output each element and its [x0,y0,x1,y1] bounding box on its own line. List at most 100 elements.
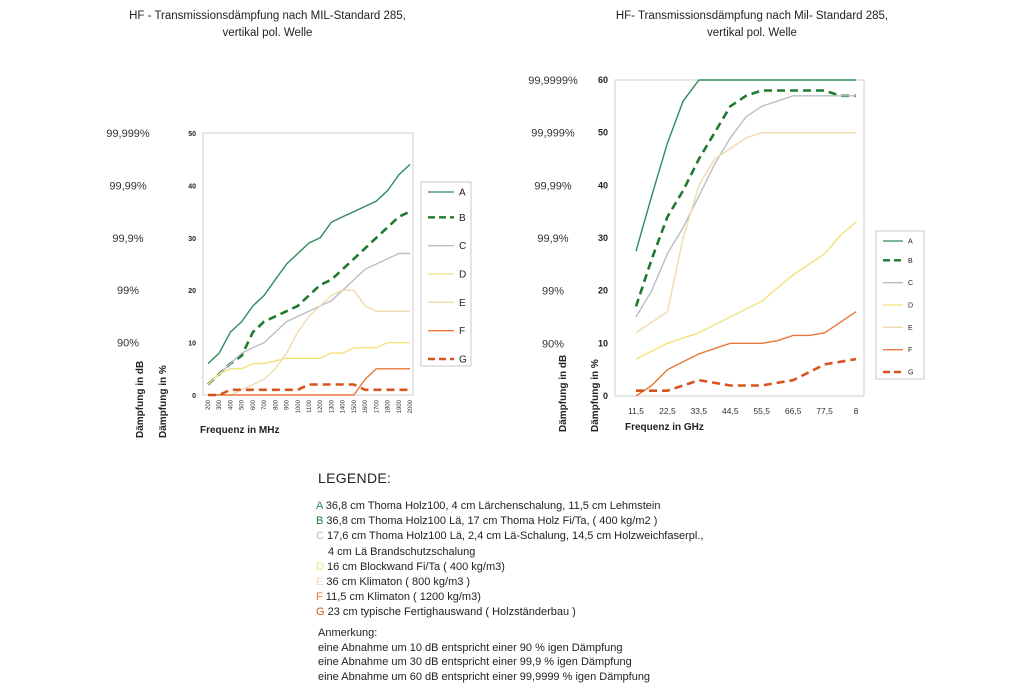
legend-label-g: G [459,355,467,366]
x-tick-label: 600 [251,399,257,410]
legend-code: G [316,606,325,619]
series-line-f [208,368,410,396]
series-line-c [207,252,410,386]
x-axis-title: Frequenz in GHz [625,422,704,433]
legend-entry-d: D 16 cm Blockwand Fi/Ta ( 400 kg/m3) [316,560,703,575]
x-tick-label: 1200 [318,399,324,413]
legend-label-a: A [908,239,913,246]
y-tick-label: 50 [188,131,196,138]
x-tick-label: 1900 [397,399,403,413]
legend-label-e: E [459,298,466,309]
percent-tick-label: 99% [117,285,139,297]
series-line-g [208,383,410,397]
legend-label-c: C [908,280,913,287]
series-line-e [208,289,410,396]
percent-tick-label: 90% [117,338,139,350]
legend-label-b: B [908,258,913,265]
legend-text: 36 cm Klimaton ( 800 kg/m3 ) [323,576,471,589]
right-title-line2: vertikal pol. Welle [707,27,797,39]
x-tick-label: 8 [854,406,859,416]
x-tick-label: 200 [206,399,212,410]
legend-label-a: A [459,188,466,199]
x-tick-label: 1500 [352,399,358,413]
series-line-d [207,341,410,386]
legend-text: 17,6 cm Thoma Holz100 Lä, 2,4 cm Lä-Scha… [323,530,704,543]
x-tick-label: 1600 [363,399,369,413]
legend-label-g: G [908,370,913,377]
series-line-b [634,89,856,307]
x-tick-label: 300 [217,399,223,410]
legend-code: A [316,500,323,512]
legend-label-f: F [908,347,912,354]
legend-entry-c: C 17,6 cm Thoma Holz100 Lä, 2,4 cm Lä-Sc… [316,529,703,544]
percent-tick-label: 99% [542,286,564,298]
x-tick-label: 2000 [408,399,414,413]
y-tick-label: 0 [192,393,196,400]
x-tick-label: 1100 [307,399,313,413]
x-axis-title: Frequenz in MHz [200,425,279,436]
legend-label-b: B [459,213,466,224]
legend-entry-continuation: 4 cm Lä Brandschutzschalung [328,545,476,558]
legend-entry-g: G 23 cm typische Fertighauswand ( Holzst… [316,605,703,620]
percent-tick-label: 99,9% [537,233,568,245]
legend-text: 11,5 cm Klimaton ( 1200 kg/m3) [322,591,481,604]
legend-label-e: E [908,325,913,332]
x-tick-label: 800 [273,399,279,410]
legend-label-d: D [908,303,913,310]
x-tick-label: 22,5 [659,406,676,416]
legend-label-d: D [459,270,466,281]
x-tick-label: 1300 [329,399,335,413]
x-tick-label: 700 [262,399,268,410]
legend-heading: LEGENDE: [318,470,392,486]
y-tick-label: 20 [188,288,196,295]
legend-entry-f: F 11,5 cm Klimaton ( 1200 kg/m3) [316,590,703,605]
plot-frame [614,79,865,397]
y-axis-title: Dämpfung in dB [558,355,569,432]
series-line-a [635,79,856,252]
percent-tick-label: 90% [542,338,564,350]
percent-tick-label: 99,99% [109,180,147,192]
series-line-c [635,95,856,318]
note-line: eine Abnahme um 30 dB entspricht einer 9… [318,656,632,669]
legend-text: 36,8 cm Thoma Holz100, 4 cm Lärchenschal… [322,500,661,512]
percent-tick-label: 99,999% [106,128,150,140]
legend-label-f: F [459,326,465,337]
y-tick-label: 30 [598,233,608,243]
series-line-g [636,357,857,393]
y-tick-label: 30 [188,236,196,243]
x-tick-label: 44,5 [722,406,739,416]
series-line-e [635,131,856,334]
y-tick-label: 20 [598,286,608,296]
y-percent-axis-title: Dämpfung in % [590,359,601,432]
y-tick-label: 50 [598,128,608,138]
series-line-a [207,163,411,365]
x-tick-label: 500 [240,399,246,410]
legend-code: C [316,530,324,543]
series-group [207,163,411,397]
note-line: eine Abnahme um 60 dB entspricht einer 9… [318,670,651,683]
y-tick-label: 60 [598,75,608,85]
y-tick-label: 10 [188,341,196,348]
legend-code: D [316,560,324,573]
x-tick-label: 1000 [296,399,302,413]
x-tick-label: 55,5 [753,406,770,416]
percent-tick-label: 99,9% [112,233,143,245]
x-tick-label: 400 [228,399,234,410]
x-tick-label: 77,5 [816,406,833,416]
left-chart-title: HF - Transmissionsdämpfung nach MIL-Stan… [100,8,435,42]
x-tick-label: 1800 [386,399,392,413]
legend-code: B [316,515,324,528]
x-tick-label: 900 [285,399,291,410]
left-title-line2: vertikal pol. Welle [222,27,313,39]
legend-list: A 36,8 cm Thoma Holz100, 4 cm Lärchensch… [316,499,703,621]
note-heading: Anmerkung: [318,627,378,639]
legend-text: 16 cm Blockwand Fi/Ta ( 400 kg/m3) [323,560,505,573]
y-tick-label: 10 [598,338,608,348]
percent-tick-label: 99,9999% [528,75,578,87]
series-group [634,79,857,397]
series-line-f [635,311,857,397]
y-percent-axis-title: Dämpfung in % [158,365,169,438]
left-title-line1: HF - Transmissionsdämpfung nach MIL-Stan… [129,10,406,22]
